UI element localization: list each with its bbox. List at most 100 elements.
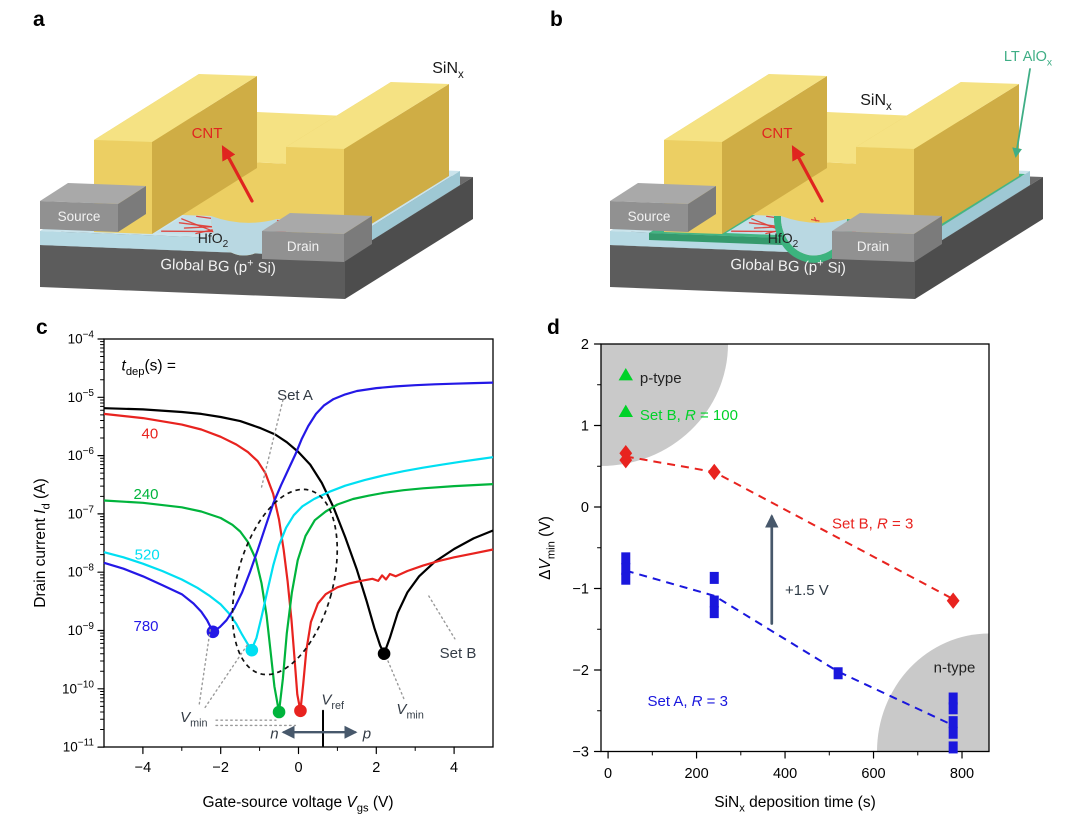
x-tick-label: 0	[294, 760, 302, 776]
panel-letter-c: c	[36, 316, 48, 339]
y-tick-label: 10−11	[63, 738, 95, 755]
panel-b-device-schematic: SiNx LT AlOx CNT Source Drain HfO2 Globa…	[610, 49, 1053, 299]
label-source-a: Source	[58, 209, 101, 224]
curve-240	[103, 483, 494, 714]
drain-contact-top	[832, 213, 942, 234]
hfo2-side	[345, 171, 460, 257]
leader-dotted-line	[387, 660, 406, 701]
sinx-left-rail-right	[722, 76, 827, 234]
diamond-marker	[707, 463, 721, 481]
device-geometry-a	[40, 74, 473, 299]
vmin-marker	[272, 705, 286, 719]
leader-dotted-line	[198, 626, 212, 705]
p-type-label: p-type	[640, 370, 682, 387]
y-axis-title: ΔVmin (V)	[537, 516, 558, 580]
source-contact-top	[40, 183, 146, 204]
x-tick-label: 2	[372, 760, 380, 776]
square-marker	[621, 552, 631, 565]
cnt-arch-cavity	[210, 216, 277, 256]
leader-dotted-line	[204, 644, 248, 709]
source-contact-front	[40, 201, 118, 232]
n-type-label: n-type	[934, 660, 976, 677]
curve-label-780: 780	[133, 618, 158, 635]
label-sinx-a: SiNx	[432, 60, 464, 81]
x-tick-label: 800	[950, 766, 974, 782]
y-tick-label: 10−5	[68, 388, 95, 405]
label-cnt-a: CNT	[192, 125, 223, 142]
region-group	[601, 344, 989, 752]
vref-label: Vref	[321, 692, 345, 713]
shift-label: +1.5 V	[785, 582, 829, 599]
square-marker	[621, 562, 631, 575]
device-geometry-b	[610, 68, 1043, 299]
y-tick-label: 10−4	[68, 330, 95, 347]
vmin-marker	[377, 647, 391, 660]
square-marker	[948, 716, 958, 729]
y-tick-label: 2	[581, 337, 589, 353]
set-b-r100-label: Set B, R = 100	[640, 407, 738, 424]
p-type-region	[601, 344, 728, 466]
panel-a-device-schematic: SiNx CNT Source Drain HfO2 Global BG (p+…	[40, 60, 473, 299]
chart-c-group: 10−4 10−5 10−6 10−7 10−8 10−9 10−10 10−11 −4 −2 0 2…	[32, 330, 494, 815]
vmin-right-label: Vmin	[396, 701, 423, 722]
drain-contact-front	[832, 231, 914, 262]
vmin-marker	[245, 643, 259, 657]
leader-dotted-line	[260, 399, 284, 490]
curve-set-b	[103, 407, 494, 655]
cnt-arch-cavity	[780, 216, 847, 256]
sinx-right-rail-right	[914, 84, 1019, 241]
panel-letter-d: d	[547, 316, 560, 339]
source-contact-front	[610, 201, 688, 232]
curve-label-520: 520	[135, 547, 160, 564]
y-tick-label: −3	[572, 745, 589, 761]
x-axis-title: Gate-source voltage Vgs (V)	[202, 794, 393, 815]
y-tick-label: −2	[572, 663, 589, 679]
set-b-label: Set B	[440, 645, 477, 662]
vmin-marker	[206, 625, 220, 639]
source-contact-side	[118, 186, 146, 232]
n-branch-label: n	[270, 726, 278, 743]
label-drain-b: Drain	[857, 239, 889, 254]
vmin-marker	[294, 704, 307, 718]
source-contact-side	[688, 186, 716, 232]
set-a-label: Set A	[277, 387, 313, 404]
drain-contact-side	[344, 216, 372, 262]
drain-contact-front	[262, 231, 344, 262]
square-marker	[948, 726, 958, 739]
panel-c-transfer-curves-chart: 10−4 10−5 10−6 10−7 10−8 10−9 10−10 10−11 −4 −2 0 2…	[32, 330, 494, 815]
label-hfo2-b: HfO2	[768, 230, 799, 250]
source-contact-top	[610, 183, 716, 204]
set-a-dashed-ellipse	[231, 488, 339, 676]
drain-contact-side	[914, 216, 942, 262]
y-tick-label: 10−10	[62, 679, 94, 696]
drain-contact-top	[262, 213, 372, 234]
label-sinx-b: SiNx	[860, 92, 892, 113]
sinx-right-rail-right	[344, 84, 449, 241]
y-axis-title: Drain current Id (A)	[32, 478, 53, 607]
square-marker	[709, 595, 719, 608]
label-global-bg-a: Global BG (p+ Si)	[160, 254, 276, 277]
square-marker	[709, 606, 719, 619]
sinx-left-rail-right	[152, 76, 257, 234]
trend-line-set-a-r-3	[625, 569, 954, 727]
leader-dotted-line	[428, 595, 456, 640]
n-type-region	[877, 633, 989, 752]
triangle-marker	[618, 367, 633, 381]
square-marker	[948, 692, 958, 705]
square-marker	[709, 571, 719, 584]
legend-title: tdep(s) =	[122, 358, 176, 379]
x-tick-label: −2	[212, 760, 229, 776]
panel-letter-a: a	[33, 8, 45, 31]
x-tick-label: −4	[135, 760, 152, 776]
sinx-left-rail-top	[664, 74, 827, 142]
vmin-left-label: Vmin	[180, 709, 207, 730]
y-tick-label: 10−9	[68, 621, 95, 638]
x-tick-label: 600	[861, 766, 885, 782]
x-tick-label: 0	[604, 766, 612, 782]
y-tick-label: 10−6	[68, 446, 95, 463]
curve-label-240: 240	[133, 486, 158, 503]
substrate-side	[915, 177, 1043, 299]
x-tick-label: 200	[684, 766, 708, 782]
y-tick-label: 10−8	[68, 563, 95, 580]
